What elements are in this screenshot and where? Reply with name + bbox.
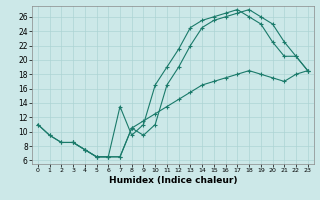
X-axis label: Humidex (Indice chaleur): Humidex (Indice chaleur): [108, 176, 237, 185]
